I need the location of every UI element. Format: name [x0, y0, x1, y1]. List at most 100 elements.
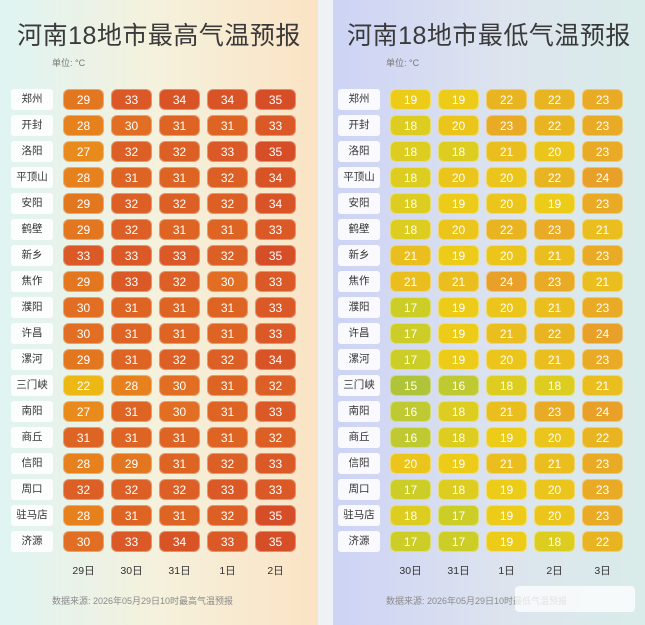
- min-temp-cell: 21: [438, 271, 479, 292]
- city-label: 鹤壁: [11, 219, 53, 240]
- max-temp-cell: 30: [63, 297, 104, 318]
- max-temp-cell: 31: [159, 219, 200, 240]
- max-temp-cell: 33: [255, 479, 296, 500]
- max-temp-cell: 29: [63, 193, 104, 214]
- max-temp-cell: 29: [63, 219, 104, 240]
- max-temp-cell: 32: [207, 349, 248, 370]
- min-temp-cell: 23: [534, 401, 575, 422]
- min-temp-cell: 20: [390, 453, 431, 474]
- max-temp-cell: 28: [63, 115, 104, 136]
- max-temp-cell: 33: [207, 141, 248, 162]
- min-temp-cell: 18: [438, 401, 479, 422]
- city-label: 周口: [338, 479, 380, 500]
- max-source-note: 数据来源: 2026年05月29日10时最高气温预报: [52, 596, 234, 606]
- min-temp-cell: 22: [486, 89, 527, 110]
- max-temp-cell: 33: [111, 531, 152, 552]
- min-temp-cell: 20: [534, 427, 575, 448]
- max-temp-cell: 30: [63, 531, 104, 552]
- min-temp-cell: 19: [438, 245, 479, 266]
- min-temp-cell: 15: [390, 375, 431, 396]
- max-temp-cell: 32: [207, 453, 248, 474]
- min-temp-cell: 20: [486, 245, 527, 266]
- city-label: 周口: [11, 479, 53, 500]
- max-temp-cell: 35: [255, 245, 296, 266]
- max-temp-cell: 33: [111, 89, 152, 110]
- max-temp-cell: 33: [255, 453, 296, 474]
- min-temp-cell: 19: [390, 89, 431, 110]
- min-temp-cell: 19: [438, 297, 479, 318]
- city-label: 济源: [11, 531, 53, 552]
- max-temp-cell: 31: [207, 323, 248, 344]
- min-temp-cell: 24: [582, 401, 623, 422]
- city-label: 信阳: [11, 453, 53, 474]
- min-temp-cell: 21: [534, 453, 575, 474]
- min-temp-cell: 18: [390, 193, 431, 214]
- min-temp-cell: 24: [582, 167, 623, 188]
- max-temp-cell: 28: [63, 453, 104, 474]
- city-label: 新乡: [338, 245, 380, 266]
- city-label: 濮阳: [11, 297, 53, 318]
- max-temp-cell: 30: [207, 271, 248, 292]
- min-temp-cell: 19: [438, 453, 479, 474]
- max-temp-cell: 31: [111, 167, 152, 188]
- max-temp-cell: 33: [207, 531, 248, 552]
- max-temp-cell: 31: [111, 349, 152, 370]
- min-temp-cell: 19: [486, 505, 527, 526]
- min-temp-cell: 19: [534, 193, 575, 214]
- city-label: 开封: [11, 115, 53, 136]
- min-temp-cell: 22: [534, 115, 575, 136]
- min-temp-cell: 18: [486, 375, 527, 396]
- min-temp-cell: 18: [534, 375, 575, 396]
- min-temp-cell: 19: [486, 531, 527, 552]
- max-temp-cell: 32: [255, 427, 296, 448]
- max-temp-cell: 33: [255, 297, 296, 318]
- max-temp-cell: 31: [159, 505, 200, 526]
- min-temp-cell: 16: [438, 375, 479, 396]
- min-temp-cell: 18: [438, 427, 479, 448]
- min-temp-cell: 17: [438, 531, 479, 552]
- city-label: 郑州: [338, 89, 380, 110]
- max-temp-cell: 32: [63, 479, 104, 500]
- max-temp-cell: 32: [159, 193, 200, 214]
- max-temp-cell: 33: [255, 115, 296, 136]
- min-unit-label: 单位: °C: [386, 58, 420, 68]
- min-temp-cell: 23: [534, 271, 575, 292]
- city-label: 洛阳: [338, 141, 380, 162]
- min-temp-cell: 22: [534, 89, 575, 110]
- max-temp-cell: 31: [207, 297, 248, 318]
- min-date-label: 30日: [399, 565, 422, 577]
- max-temp-cell: 32: [207, 193, 248, 214]
- min-temp-cell: 24: [582, 323, 623, 344]
- city-label: 焦作: [338, 271, 380, 292]
- max-temp-cell: 33: [255, 323, 296, 344]
- max-temp-cell: 31: [207, 401, 248, 422]
- max-temp-cell: 29: [63, 349, 104, 370]
- min-temp-cell: 18: [534, 531, 575, 552]
- min-date-label: 3日: [594, 565, 611, 577]
- min-temp-cell: 21: [534, 245, 575, 266]
- max-temp-cell: 28: [111, 375, 152, 396]
- max-temp-cell: 31: [207, 115, 248, 136]
- max-temp-cell: 35: [255, 141, 296, 162]
- max-temp-cell: 35: [255, 531, 296, 552]
- city-label: 漯河: [338, 349, 380, 370]
- max-temp-cell: 31: [159, 167, 200, 188]
- max-temp-cell: 32: [111, 479, 152, 500]
- min-temp-cell: 20: [438, 167, 479, 188]
- min-temp-cell: 19: [438, 193, 479, 214]
- max-temp-cell: 31: [159, 115, 200, 136]
- max-temp-cell: 31: [111, 297, 152, 318]
- max-temp-cell: 32: [111, 219, 152, 240]
- max-temp-cell: 22: [63, 375, 104, 396]
- min-temp-cell: 21: [582, 219, 623, 240]
- min-temp-cell: 16: [390, 401, 431, 422]
- max-temp-cell: 29: [63, 271, 104, 292]
- city-label: 三门峡: [338, 375, 380, 396]
- min-source-note: 数据来源: 2026年05月29日10时最低气温预报: [386, 596, 568, 606]
- city-label: 郑州: [11, 89, 53, 110]
- city-label: 南阳: [11, 401, 53, 422]
- city-label: 商丘: [11, 427, 53, 448]
- min-temp-cell: 22: [582, 427, 623, 448]
- city-label: 平顶山: [11, 167, 53, 188]
- min-date-label: 1日: [498, 565, 515, 577]
